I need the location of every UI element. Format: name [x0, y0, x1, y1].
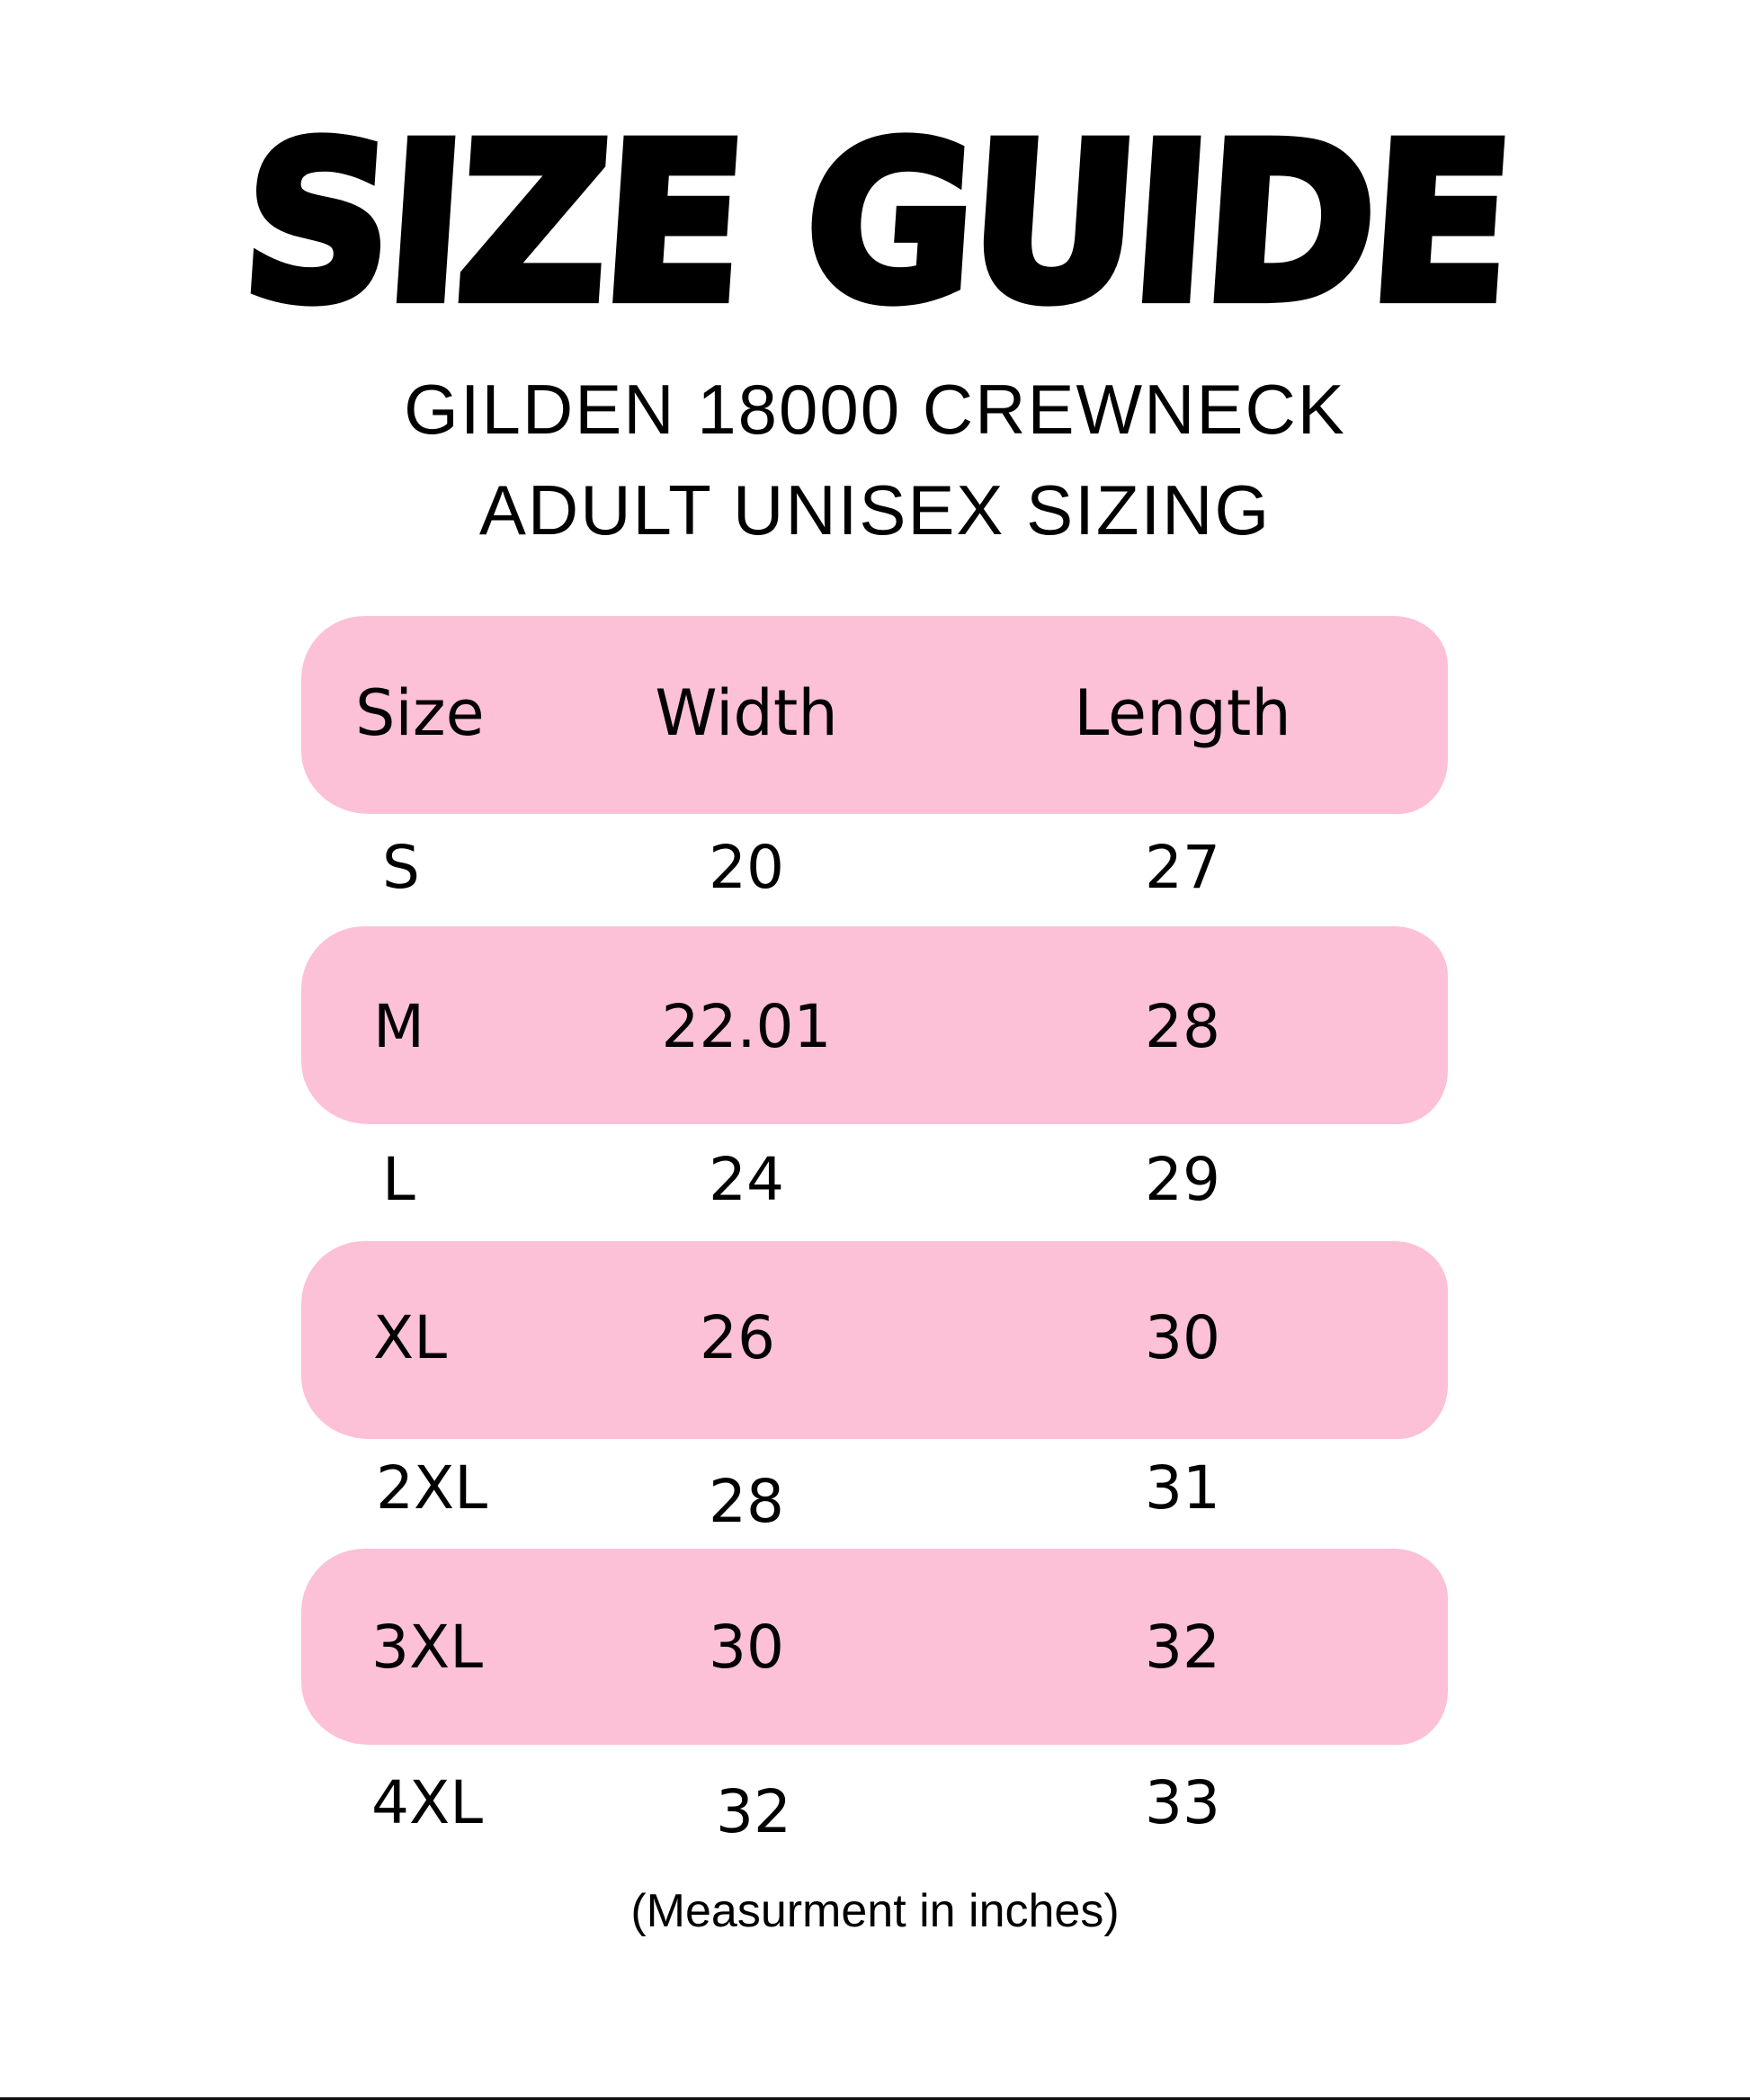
measurement-note: (Measurment in inches) [630, 1885, 1120, 1937]
bottom-border [0, 2097, 1750, 2100]
subtitle-sizing: ADULT UNISEX SIZING [478, 470, 1272, 550]
row-band-xl [301, 1241, 1448, 1439]
header-size: Size [355, 676, 485, 750]
header-band [301, 616, 1448, 814]
cell-length: 30 [1145, 1303, 1220, 1372]
cell-width: 24 [709, 1145, 784, 1214]
table-row: M 22.01 28 [0, 973, 1750, 1081]
cell-length: 29 [1145, 1145, 1220, 1214]
cell-length: 32 [1145, 1613, 1220, 1682]
header-length: Length [1074, 676, 1291, 750]
header-width: Width [655, 676, 838, 750]
cell-length: 28 [1145, 992, 1220, 1061]
table-row: L 24 29 [0, 1126, 1750, 1234]
row-band-m [301, 926, 1448, 1124]
cell-size: 2XL [376, 1453, 487, 1523]
table-row: XL 26 30 [0, 1284, 1750, 1392]
table-row: S 20 27 [0, 814, 1750, 922]
cell-size: M [373, 992, 424, 1061]
cell-size: S [382, 833, 420, 902]
cell-size: XL [373, 1303, 447, 1372]
table-header: Size Width Length [0, 659, 1750, 767]
subtitle-product: GILDEN 18000 CREWNECK [404, 370, 1346, 449]
cell-width: 28 [709, 1467, 784, 1536]
cell-size: 4XL [371, 1768, 483, 1837]
table-row: 3XL 30 32 [0, 1594, 1750, 1702]
cell-size: 3XL [371, 1613, 483, 1682]
page-title: SIZE GUIDE [230, 94, 1519, 355]
cell-length: 27 [1145, 833, 1220, 902]
table-row: 2XL 28 31 [0, 1434, 1750, 1542]
cell-width: 26 [700, 1303, 775, 1372]
cell-length: 33 [1145, 1768, 1220, 1837]
cell-width: 20 [709, 833, 784, 902]
cell-size: L [382, 1145, 415, 1214]
cell-width: 22.01 [661, 992, 832, 1061]
table-row: 4XL 32 33 [0, 1749, 1750, 1857]
row-band-3xl [301, 1549, 1448, 1745]
cell-width: 32 [716, 1777, 791, 1846]
cell-width: 30 [709, 1613, 784, 1682]
cell-length: 31 [1145, 1453, 1220, 1523]
